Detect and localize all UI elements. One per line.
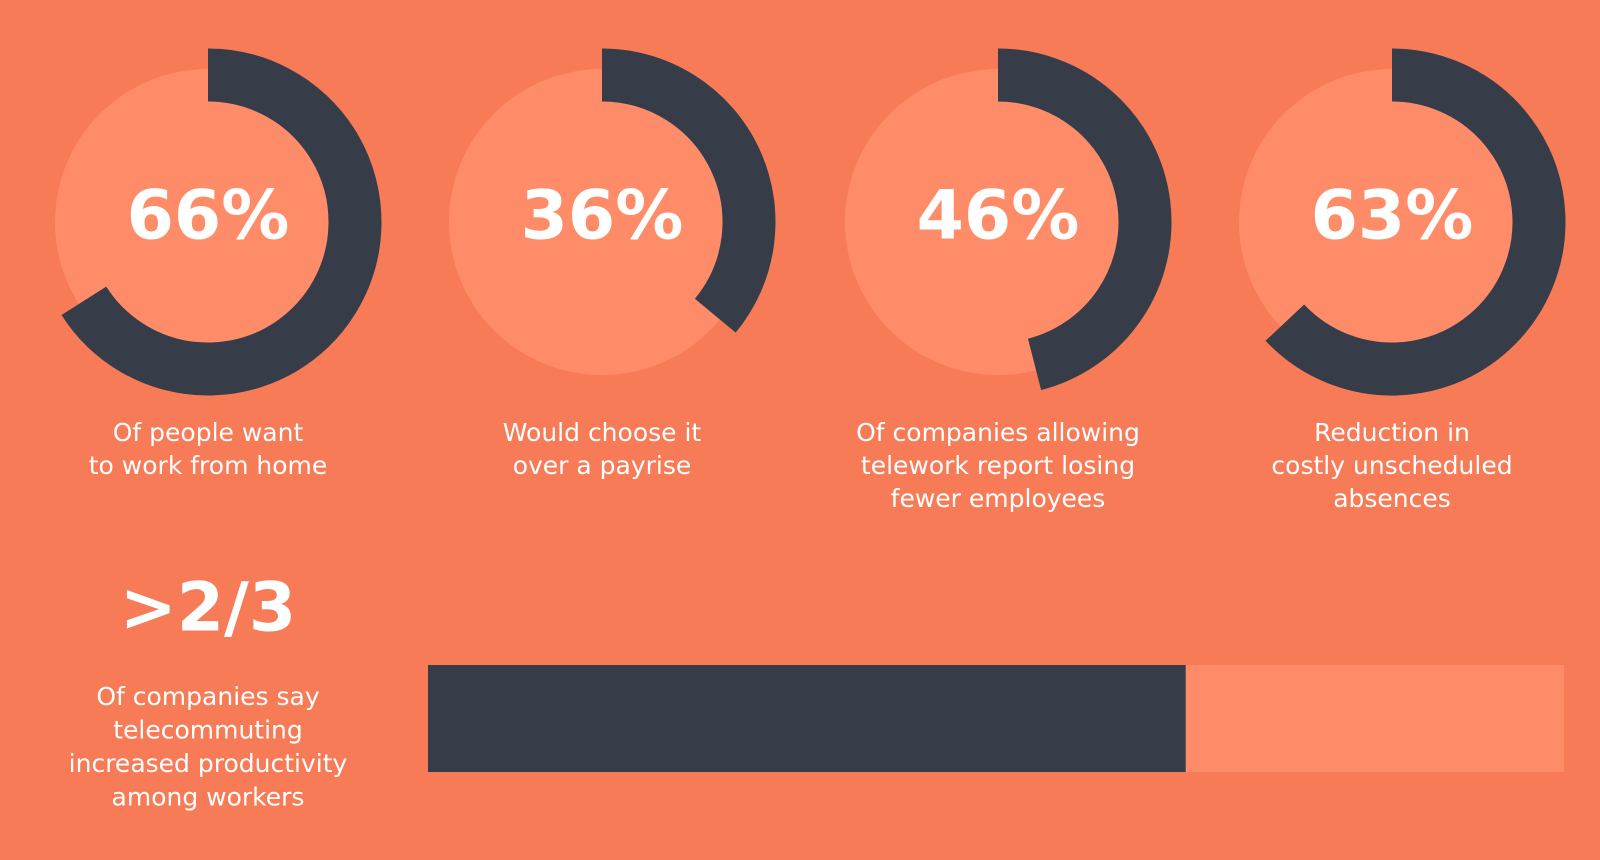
gauge-arc [61,48,382,396]
bar-caption: telecommuting [113,716,303,745]
bar-caption: increased productivity [69,749,348,778]
gauge-track [449,69,755,375]
gauge-caption: over a payrise [513,451,692,480]
gauge-arc [601,48,776,333]
gauge-arc [997,48,1172,391]
bar-caption: among workers [112,783,305,812]
bar-caption: Of companies say [96,682,319,711]
bar [428,665,1186,772]
gauge-value: 36% [521,177,684,256]
gauge-caption: Would choose it [503,418,702,447]
gauge-track [845,69,1151,375]
gauge-track [55,69,361,375]
gauge-caption: to work from home [89,451,328,480]
gauge-caption: Of people want [113,418,304,447]
gauge-arc [1265,48,1566,396]
gauge-caption: Of companies allowing [856,418,1140,447]
gauge-caption: telework report losing [861,451,1135,480]
gauge-value: 66% [127,177,290,256]
gauge-value: 46% [917,177,1080,256]
gauge-caption: fewer employees [891,484,1106,513]
bar-value: >2/3 [120,569,296,648]
gauge-caption: absences [1333,484,1451,513]
gauge-value: 63% [1311,177,1474,256]
gauge-caption: Reduction in [1314,418,1470,447]
gauge-caption: costly unscheduled [1271,451,1512,480]
gauge-track [1239,69,1545,375]
